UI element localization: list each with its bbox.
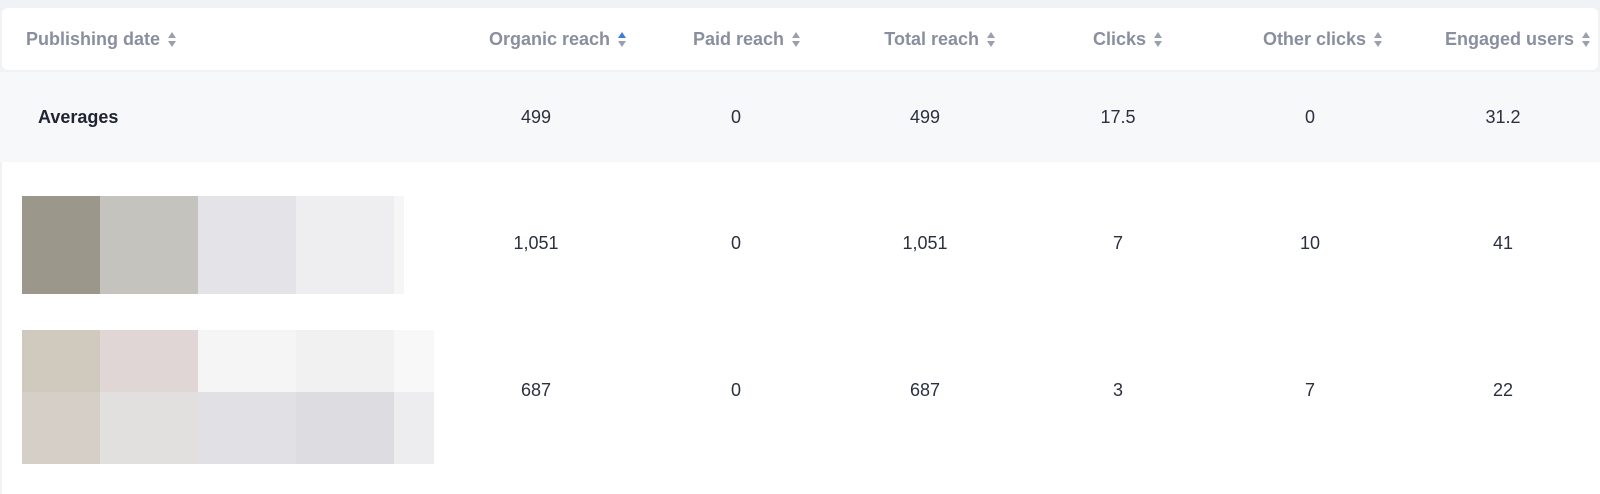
column-header-label: Publishing date — [26, 28, 161, 49]
column-header-other-clicks[interactable]: Other clicks — [1202, 8, 1382, 70]
column-header-publishing-date[interactable]: Publishing date — [26, 8, 177, 70]
column-header-label: Clicks — [1092, 28, 1146, 49]
row-engaged-users: 22 — [1492, 380, 1514, 400]
row-other-clicks: 7 — [1304, 380, 1316, 400]
column-header-label: Engaged users — [1444, 28, 1574, 49]
row-total-reach: 1,051 — [902, 233, 948, 253]
row-engaged-users: 41 — [1492, 233, 1514, 253]
avg-engaged-users: 31.2 — [1485, 107, 1521, 127]
table-body: 1,051 0 1,051 7 10 41 687 0 687 — [2, 162, 1600, 494]
averages-row: Averages 499 0 499 17.5 0 31.2 — [0, 72, 1600, 162]
row-organic-reach: 1,051 — [513, 233, 559, 253]
avg-clicks: 17.5 — [1100, 107, 1136, 127]
row-clicks: 7 — [1112, 233, 1124, 253]
row-clicks: 3 — [1112, 380, 1124, 400]
column-header-label: Organic reach — [488, 28, 610, 49]
post-thumbnail[interactable] — [22, 330, 434, 464]
avg-organic-reach: 499 — [520, 107, 552, 127]
sort-icon[interactable] — [987, 31, 995, 47]
row-paid-reach: 0 — [730, 233, 742, 253]
sort-icon[interactable] — [618, 31, 626, 47]
row-other-clicks: 10 — [1299, 233, 1321, 253]
sort-icon[interactable] — [1374, 31, 1382, 47]
sort-icon[interactable] — [168, 31, 177, 47]
column-header-total-reach[interactable]: Total reach — [832, 8, 995, 70]
row-total-reach: 687 — [909, 380, 941, 400]
column-header-engaged-users[interactable]: Engaged users — [1390, 8, 1590, 70]
column-header-label: Paid reach — [692, 28, 784, 49]
row-organic-reach: 687 — [520, 380, 552, 400]
table-header: Publishing date Organic reach Paid reach… — [2, 8, 1598, 70]
column-header-label: Other clicks — [1262, 28, 1366, 49]
column-header-organic-reach[interactable]: Organic reach — [442, 8, 626, 70]
averages-label: Averages — [38, 107, 119, 127]
avg-other-clicks: 0 — [1304, 107, 1316, 127]
column-header-paid-reach[interactable]: Paid reach — [642, 8, 800, 70]
avg-total-reach: 499 — [909, 107, 941, 127]
sort-icon[interactable] — [1154, 31, 1162, 47]
avg-paid-reach: 0 — [730, 107, 742, 127]
post-thumbnail[interactable] — [22, 196, 404, 294]
column-header-clicks[interactable]: Clicks — [1042, 8, 1162, 70]
sort-icon[interactable] — [1582, 31, 1590, 47]
row-paid-reach: 0 — [730, 380, 742, 400]
column-header-label: Total reach — [884, 28, 979, 49]
sort-icon[interactable] — [792, 31, 800, 47]
